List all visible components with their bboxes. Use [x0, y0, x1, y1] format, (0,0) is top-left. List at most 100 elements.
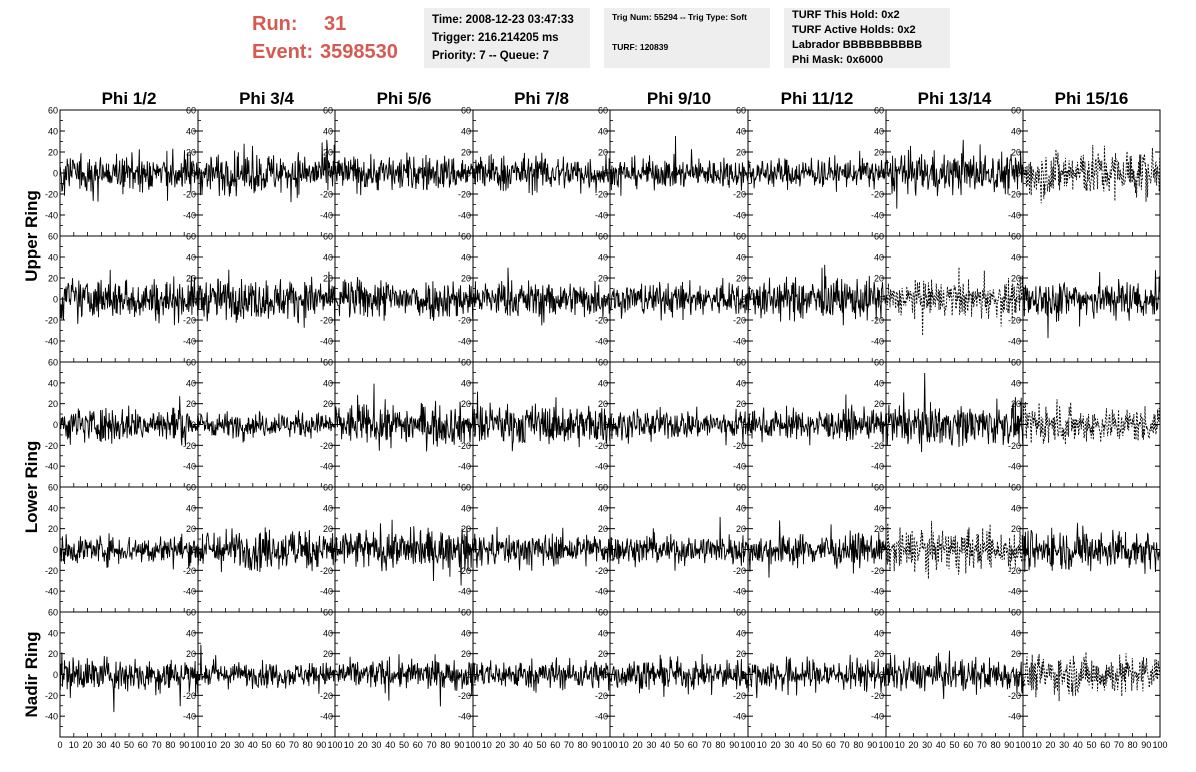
- y-tick-label: 0: [879, 670, 884, 680]
- x-tick-label: 10: [1032, 740, 1042, 750]
- y-tick-label: 60: [1011, 483, 1021, 493]
- x-tick-label: 30: [96, 740, 106, 750]
- x-tick-label: 80: [578, 740, 588, 750]
- x-tick-label: 70: [564, 740, 574, 750]
- y-tick-label: 40: [1011, 127, 1021, 137]
- x-tick-label: 40: [248, 740, 258, 750]
- x-tick-label: 20: [220, 740, 230, 750]
- turf-this-hold-text: TURF This Hold: 0x2: [792, 9, 900, 21]
- y-tick-label: 20: [323, 274, 333, 284]
- y-tick-label: 60: [461, 106, 471, 116]
- row-title: Upper Ring: [22, 190, 41, 282]
- y-tick-label: 40: [461, 253, 471, 263]
- x-tick-label: 100: [327, 740, 342, 750]
- y-tick-label: 40: [598, 253, 608, 263]
- y-tick-label: 20: [736, 148, 746, 158]
- turf-text: TURF: 120839: [612, 42, 669, 52]
- y-tick-label: -20: [871, 566, 884, 576]
- event-value: 3598530: [320, 41, 398, 63]
- x-tick-label: 80: [715, 740, 725, 750]
- y-tick-label: -40: [871, 712, 884, 722]
- y-tick-label: 40: [461, 503, 471, 513]
- y-tick-label: 40: [1011, 253, 1021, 263]
- y-tick-label: -40: [1008, 211, 1021, 221]
- y-tick-label: 40: [736, 253, 746, 263]
- y-tick-label: 0: [879, 295, 884, 305]
- x-tick-label: 60: [275, 740, 285, 750]
- x-tick-label: 100: [878, 740, 893, 750]
- y-tick-label: 0: [191, 670, 196, 680]
- y-tick-label: 0: [879, 169, 884, 179]
- y-tick-label: -40: [320, 712, 333, 722]
- y-tick-label: 0: [466, 169, 471, 179]
- x-tick-label: 20: [633, 740, 643, 750]
- x-tick-label: 30: [371, 740, 381, 750]
- x-tick-label: 50: [124, 740, 134, 750]
- x-tick-label: 60: [688, 740, 698, 750]
- y-tick-label: -20: [595, 566, 608, 576]
- x-tick-label: 80: [1128, 740, 1138, 750]
- y-tick-label: -20: [45, 691, 58, 701]
- y-tick-label: 60: [186, 106, 196, 116]
- x-tick-label: 30: [509, 740, 519, 750]
- x-tick-label: 60: [138, 740, 148, 750]
- y-tick-label: 40: [461, 378, 471, 388]
- x-tick-label: 40: [523, 740, 533, 750]
- y-tick-label: 0: [328, 295, 333, 305]
- y-tick-label: -20: [320, 566, 333, 576]
- waveform-trace: [747, 394, 887, 446]
- y-tick-label: 40: [461, 127, 471, 137]
- waveform-trace: [197, 269, 336, 328]
- y-tick-label: -20: [183, 691, 196, 701]
- x-tick-label: 80: [991, 740, 1001, 750]
- waveform-trace: [747, 150, 887, 192]
- y-tick-label: -20: [871, 190, 884, 200]
- waveform-trace: [197, 410, 336, 443]
- y-tick-label: 20: [736, 524, 746, 534]
- y-tick-label: -20: [733, 691, 746, 701]
- y-tick-label: 60: [323, 232, 333, 242]
- y-tick-label: 40: [323, 253, 333, 263]
- y-tick-label: 60: [1011, 106, 1021, 116]
- y-tick-label: 20: [48, 524, 58, 534]
- y-tick-label: 20: [186, 399, 196, 409]
- y-tick-label: 0: [191, 295, 196, 305]
- y-tick-label: -40: [595, 712, 608, 722]
- y-tick-label: 20: [186, 274, 196, 284]
- y-tick-label: 0: [328, 169, 333, 179]
- y-tick-label: 20: [736, 399, 746, 409]
- y-tick-label: -40: [320, 462, 333, 472]
- y-tick-label: -20: [595, 691, 608, 701]
- y-tick-label: 20: [323, 399, 333, 409]
- y-tick-label: 60: [186, 358, 196, 368]
- y-tick-label: -20: [871, 316, 884, 326]
- trigger-text: Trigger: 216.214205 ms: [432, 32, 559, 44]
- y-tick-label: -20: [458, 316, 471, 326]
- x-tick-label: 80: [303, 740, 313, 750]
- y-tick-label: 40: [736, 628, 746, 638]
- y-tick-label: -20: [45, 316, 58, 326]
- x-tick-label: 70: [427, 740, 437, 750]
- waveform-trace: [472, 526, 611, 571]
- x-tick-label: 90: [1141, 740, 1151, 750]
- y-tick-label: -40: [45, 587, 58, 597]
- y-tick-label: 40: [48, 503, 58, 513]
- y-tick-label: -40: [871, 211, 884, 221]
- y-tick-label: 40: [874, 253, 884, 263]
- y-tick-label: 60: [874, 106, 884, 116]
- x-tick-label: 100: [740, 740, 755, 750]
- y-tick-label: -20: [1008, 316, 1021, 326]
- row-title: Nadir Ring: [22, 632, 41, 718]
- y-tick-label: 40: [48, 628, 58, 638]
- x-tick-label: 80: [440, 740, 450, 750]
- waveform-trace: [59, 269, 199, 326]
- y-tick-label: 20: [598, 649, 608, 659]
- x-tick-label: 90: [316, 740, 326, 750]
- y-tick-label: 40: [874, 628, 884, 638]
- waveform-trace: [472, 657, 611, 693]
- y-tick-label: 0: [191, 169, 196, 179]
- y-tick-label: 20: [48, 649, 58, 659]
- y-tick-label: 40: [48, 253, 58, 263]
- y-tick-label: -40: [595, 337, 608, 347]
